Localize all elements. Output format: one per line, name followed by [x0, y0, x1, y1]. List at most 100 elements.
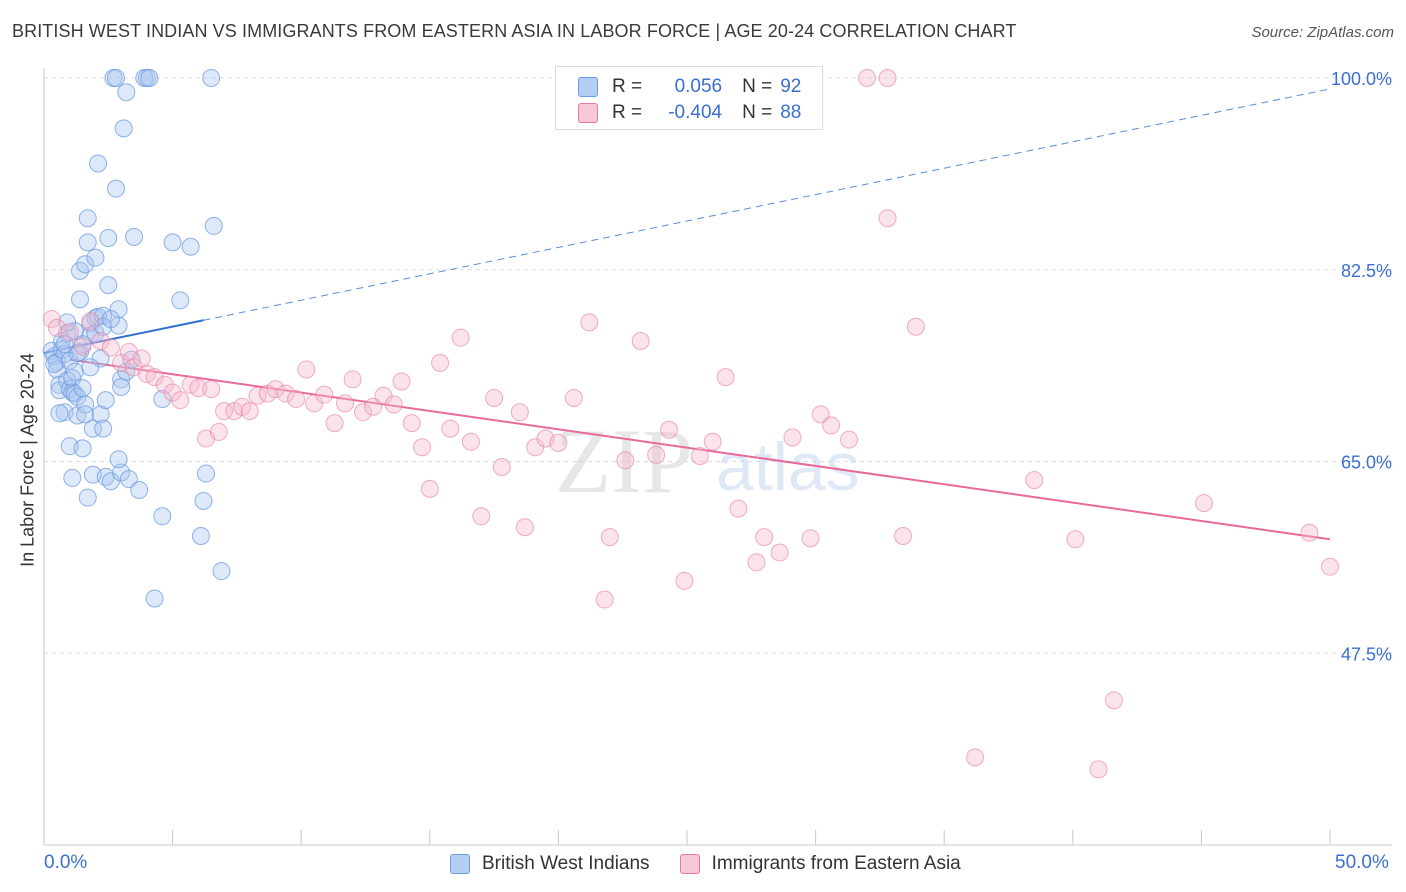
data-point-immigrants-eastern-asia — [783, 428, 802, 447]
data-point-british-west-indians — [50, 404, 69, 423]
data-point-immigrants-eastern-asia — [716, 368, 735, 387]
data-point-immigrants-eastern-asia — [770, 543, 789, 562]
data-point-british-west-indians — [197, 464, 216, 483]
data-point-british-west-indians — [153, 507, 172, 526]
data-point-immigrants-eastern-asia — [266, 380, 285, 399]
data-point-british-west-indians — [78, 488, 97, 507]
data-point-immigrants-eastern-asia — [1194, 494, 1213, 513]
data-point-immigrants-eastern-asia — [1089, 760, 1108, 779]
y-axis-label: In Labor Force | Age 20-24 — [17, 353, 38, 567]
data-point-british-west-indians — [181, 237, 200, 256]
legend-row-blue: R = 0.056 N = 92 — [578, 75, 801, 99]
data-point-immigrants-eastern-asia — [616, 451, 635, 470]
data-point-immigrants-eastern-asia — [297, 360, 316, 379]
data-point-immigrants-eastern-asia — [878, 209, 897, 228]
data-point-immigrants-eastern-asia — [287, 390, 306, 409]
legend-label-british-west-indians: British West Indians — [482, 853, 650, 874]
data-point-immigrants-eastern-asia — [325, 414, 344, 433]
data-point-immigrants-eastern-asia — [73, 337, 92, 356]
data-point-immigrants-eastern-asia — [659, 420, 678, 439]
data-point-immigrants-eastern-asia — [1066, 530, 1085, 549]
data-point-immigrants-eastern-asia — [1321, 557, 1339, 576]
axes — [43, 68, 1392, 846]
data-point-immigrants-eastern-asia — [364, 397, 383, 416]
data-point-immigrants-eastern-asia — [209, 422, 228, 441]
y-tick-label: 100.0% — [1331, 69, 1392, 89]
data-point-british-west-indians — [55, 335, 74, 354]
series-legend: British West Indians Immigrants from Eas… — [450, 851, 991, 877]
data-point-british-west-indians — [171, 291, 190, 310]
data-point-british-west-indians — [78, 233, 97, 252]
data-point-british-west-indians — [145, 589, 164, 608]
y-tick-label: 82.5% — [1341, 261, 1392, 281]
data-point-immigrants-eastern-asia — [155, 375, 174, 394]
data-point-immigrants-eastern-asia — [906, 317, 925, 336]
data-point-british-west-indians — [212, 562, 231, 581]
legend-row-pink: R = -0.404 N = 88 — [578, 101, 801, 125]
data-point-british-west-indians — [63, 468, 82, 487]
data-point-british-west-indians — [86, 248, 105, 267]
data-point-british-west-indians — [117, 83, 136, 102]
series-immigrants-eastern-asia — [42, 69, 1339, 779]
data-point-immigrants-eastern-asia — [549, 433, 568, 452]
data-point-british-west-indians — [47, 352, 66, 371]
data-point-british-west-indians — [107, 179, 126, 198]
data-point-british-west-indians — [194, 491, 213, 510]
x-tick-label-max: 50.0% — [1335, 852, 1389, 873]
data-point-immigrants-eastern-asia — [747, 553, 766, 572]
data-point-immigrants-eastern-asia — [878, 69, 897, 87]
legend-n-value: 88 — [780, 102, 802, 123]
data-point-immigrants-eastern-asia — [91, 331, 110, 350]
data-point-immigrants-eastern-asia — [335, 394, 354, 413]
legend-r-value: -0.404 — [668, 102, 723, 123]
watermark-atlas: atlas — [716, 429, 860, 505]
source-label: Source: ZipAtlas.com — [1251, 24, 1394, 41]
data-point-immigrants-eastern-asia — [485, 388, 504, 407]
watermark-zip: ZIP — [555, 410, 693, 512]
chart-title: BRITISH WEST INDIAN VS IMMIGRANTS FROM E… — [12, 21, 1017, 41]
legend-r-label: R = — [612, 102, 643, 123]
y-tick-labels: 47.5% 65.0% 82.5% 100.0% — [1331, 69, 1392, 664]
data-point-british-west-indians — [91, 405, 110, 424]
data-point-british-west-indians — [107, 69, 126, 87]
data-point-british-west-indians — [140, 69, 159, 87]
data-point-immigrants-eastern-asia — [600, 528, 619, 547]
legend-r-value: 0.056 — [674, 76, 723, 97]
data-point-immigrants-eastern-asia — [171, 391, 190, 410]
data-point-immigrants-eastern-asia — [101, 338, 120, 357]
data-point-immigrants-eastern-asia — [145, 368, 164, 387]
data-point-immigrants-eastern-asia — [132, 349, 151, 368]
data-point-british-west-indians — [112, 463, 131, 482]
data-point-british-west-indians — [109, 450, 128, 469]
grid-lines — [44, 77, 1392, 654]
data-point-british-west-indians — [125, 227, 144, 246]
data-point-immigrants-eastern-asia — [343, 370, 362, 389]
trend-line-pink — [69, 358, 1331, 541]
data-point-british-west-indians — [112, 377, 131, 396]
data-point-british-west-indians — [191, 527, 210, 546]
data-point-british-west-indians — [76, 405, 95, 424]
legend-swatch-blue — [578, 77, 598, 97]
data-point-british-west-indians — [204, 216, 223, 235]
data-point-immigrants-eastern-asia — [392, 372, 411, 391]
data-point-immigrants-eastern-asia — [215, 402, 234, 421]
data-point-british-west-indians — [68, 387, 87, 406]
data-point-immigrants-eastern-asia — [420, 479, 439, 498]
legend-n-label: N = — [742, 102, 773, 123]
data-point-immigrants-eastern-asia — [189, 379, 208, 398]
data-point-british-west-indians — [78, 209, 97, 228]
data-point-immigrants-eastern-asia — [1104, 691, 1123, 710]
data-point-immigrants-eastern-asia — [690, 447, 709, 466]
data-point-immigrants-eastern-asia — [492, 457, 511, 476]
legend-item-immigrants-eastern-asia: Immigrants from Eastern Asia — [679, 853, 961, 875]
data-point-immigrants-eastern-asia — [1300, 523, 1319, 542]
data-point-british-west-indians — [45, 354, 64, 373]
data-point-british-west-indians — [89, 154, 108, 173]
correlation-legend: R = 0.056 N = 92 R = -0.404 N = 88 — [555, 66, 823, 130]
data-point-immigrants-eastern-asia — [840, 430, 859, 449]
data-point-british-west-indians — [76, 395, 95, 414]
data-point-immigrants-eastern-asia — [413, 438, 432, 457]
data-point-british-west-indians — [81, 358, 100, 377]
data-point-immigrants-eastern-asia — [431, 353, 450, 372]
